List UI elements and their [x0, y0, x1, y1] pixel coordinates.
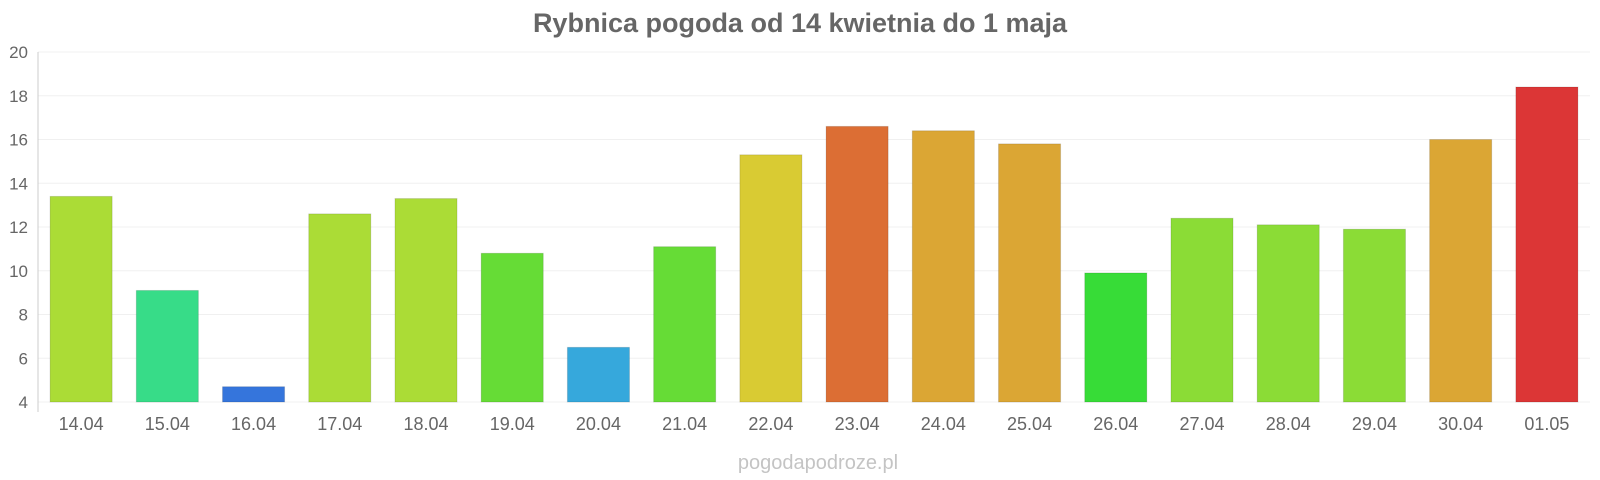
x-tick-label: 01.05	[1524, 414, 1569, 434]
x-tick-label: 26.04	[1093, 414, 1138, 434]
bar-24.04	[911, 130, 975, 403]
watermark: pogodapodroze.pl	[738, 452, 898, 474]
chart-title: Rybnica pogoda od 14 kwietnia do 1 maja	[533, 8, 1068, 38]
x-tick-label: 15.04	[145, 414, 190, 434]
bar-14.04	[49, 195, 113, 403]
y-axis-ticks: 4 6 8 10 12 14 16 18 20	[9, 43, 28, 412]
bar-20.04	[566, 346, 630, 403]
bar-19.04	[480, 252, 544, 403]
x-axis-ticks: 14.04 15.04 16.04 17.04 18.04 19.04 20.04 21.04…	[59, 414, 1570, 434]
x-tick-label: 28.04	[1266, 414, 1311, 434]
x-tick-label: 19.04	[490, 414, 535, 434]
bar-18.04	[394, 198, 458, 403]
y-tick-label: 8	[19, 306, 28, 325]
bar-17.04	[308, 213, 372, 403]
x-tick-label: 27.04	[1179, 414, 1224, 434]
bar-30.04	[1429, 139, 1493, 403]
bars	[49, 86, 1579, 403]
x-tick-label: 21.04	[662, 414, 707, 434]
bar-26.04	[1084, 272, 1148, 403]
y-tick-label: 14	[9, 174, 28, 193]
x-tick-label: 20.04	[576, 414, 621, 434]
y-tick-label: 20	[9, 43, 28, 62]
x-tick-label: 14.04	[59, 414, 104, 434]
bar-22.04	[739, 154, 803, 403]
bar-21.04	[653, 246, 717, 403]
bar-01.05	[1515, 86, 1579, 403]
bar-25.04	[998, 143, 1062, 403]
y-tick-label: 4	[19, 393, 28, 412]
bar-23.04	[825, 125, 889, 403]
bar-28.04	[1256, 224, 1320, 403]
y-tick-label: 6	[19, 349, 28, 368]
y-tick-label: 10	[9, 262, 28, 281]
x-tick-label: 24.04	[921, 414, 966, 434]
x-tick-label: 17.04	[317, 414, 362, 434]
x-tick-label: 23.04	[835, 414, 880, 434]
x-tick-label: 18.04	[403, 414, 448, 434]
y-tick-label: 16	[9, 131, 28, 150]
x-tick-label: 16.04	[231, 414, 276, 434]
bar-29.04	[1342, 228, 1406, 403]
x-tick-label: 25.04	[1007, 414, 1052, 434]
x-tick-label: 29.04	[1352, 414, 1397, 434]
bar-16.04	[222, 386, 286, 403]
x-tick-label: 22.04	[748, 414, 793, 434]
bar-27.04	[1170, 217, 1234, 403]
grid-lines	[38, 51, 1590, 403]
bar-15.04	[135, 289, 199, 403]
x-tick-label: 30.04	[1438, 414, 1483, 434]
y-tick-label: 18	[9, 87, 28, 106]
y-tick-label: 12	[9, 218, 28, 237]
